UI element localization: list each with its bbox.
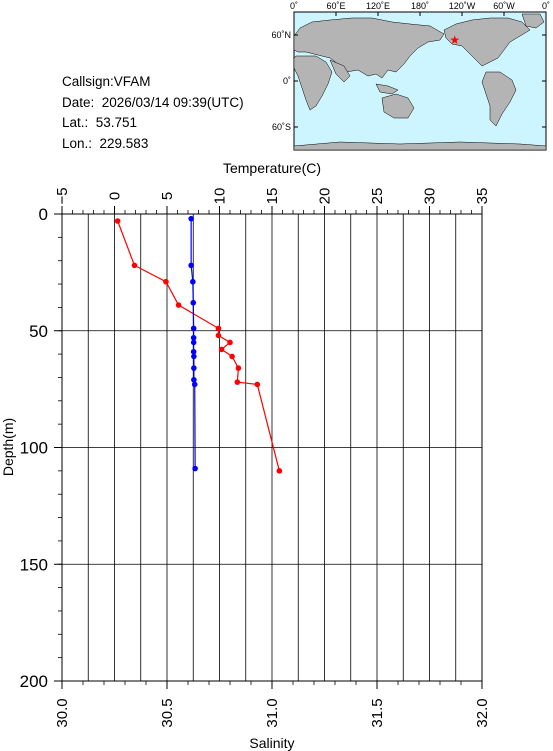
depth-axis-title: Depth(m) bbox=[0, 418, 16, 476]
temperature-data-point bbox=[254, 381, 261, 388]
salinity-data-point bbox=[190, 339, 197, 346]
temperature-tick-label: −5 bbox=[54, 187, 71, 204]
salinity-data-point bbox=[190, 334, 197, 341]
map-lon-tick-label: 60˚W bbox=[493, 1, 515, 11]
temperature-tick-label: 15 bbox=[264, 188, 281, 205]
map-lat-tick-label: 0˚ bbox=[283, 76, 291, 86]
temperature-axis-title: Temperature(C) bbox=[223, 160, 321, 176]
depth-tick-label: 150 bbox=[20, 555, 48, 574]
australia-landmass bbox=[381, 93, 415, 119]
salinity-tick-label: 30.0 bbox=[54, 698, 71, 727]
temperature-data-point bbox=[215, 332, 222, 339]
africa-landmass bbox=[293, 55, 333, 111]
chart-grid bbox=[61, 213, 483, 682]
salinity-axis-title: Salinity bbox=[249, 735, 294, 751]
map-lon-tick-label: 0˚ bbox=[542, 1, 550, 11]
salinity-data-point bbox=[188, 262, 194, 269]
temperature-tick-label: 10 bbox=[212, 188, 229, 205]
longitude-label: Lon.: 229.583 bbox=[62, 135, 149, 151]
map-lat-tick-label: 60˚N bbox=[271, 30, 291, 40]
map-axis-ticks: 0˚ 60˚E 120˚E 180˚ 120˚W 60˚W 0˚ 60˚N 0˚ 60˚S bbox=[271, 1, 550, 132]
temperature-data-point bbox=[276, 468, 283, 474]
salinity-tick-label: 31.5 bbox=[369, 698, 386, 727]
temperature-tick-label: 35 bbox=[474, 188, 491, 205]
temperature-profile-line bbox=[117, 220, 280, 471]
depth-tick-label: 50 bbox=[29, 322, 48, 341]
temperature-tick-label: 20 bbox=[317, 188, 334, 205]
salinity-data-point bbox=[188, 215, 194, 222]
temperature-data-point bbox=[131, 262, 138, 269]
salinity-data-point bbox=[190, 325, 197, 332]
temperature-tick-label: 0 bbox=[107, 192, 124, 200]
chart-axes: −5 0 5 10 15 20 25 30 35 30.0 30.5 31.0 31.5 32.0 0 50 1… bbox=[20, 187, 491, 727]
depth-tick-label: 200 bbox=[20, 672, 48, 691]
north-america-landmass bbox=[443, 17, 531, 67]
salinity-data-point bbox=[190, 278, 196, 285]
salinity-data-point bbox=[190, 348, 197, 355]
map-lon-tick-label: 180˚ bbox=[411, 1, 429, 11]
salinity-tick-label: 32.0 bbox=[474, 698, 491, 727]
map-lon-tick-label: 120˚W bbox=[449, 1, 476, 11]
temperature-data-point bbox=[175, 302, 182, 308]
temperature-data-point bbox=[114, 218, 121, 224]
temperature-data-point bbox=[229, 353, 235, 360]
salinity-tick-label: 31.0 bbox=[264, 698, 281, 727]
salinity-tick-label: 30.5 bbox=[159, 698, 176, 727]
date-label: Date: 2026/03/14 09:39(UTC) bbox=[62, 94, 244, 110]
salinity-data-point bbox=[191, 353, 197, 360]
south-asia-landmass bbox=[329, 59, 351, 83]
temperature-data-point bbox=[227, 339, 233, 346]
temperature-tick-label: 25 bbox=[369, 188, 386, 205]
chart-series bbox=[114, 215, 283, 474]
depth-tick-label: 0 bbox=[39, 205, 48, 224]
map-lon-tick-label: 0˚ bbox=[290, 1, 298, 11]
salinity-data-point bbox=[191, 365, 197, 371]
antarctica-landmass bbox=[293, 141, 547, 151]
south-america-landmass bbox=[481, 71, 517, 127]
callsign-label: Callsign:VFAM bbox=[62, 74, 151, 89]
station-star-icon: ★ bbox=[449, 33, 460, 47]
depth-tick-label: 100 bbox=[20, 439, 48, 458]
salinity-data-point bbox=[192, 465, 198, 472]
map-land bbox=[293, 13, 547, 151]
sea-islands bbox=[375, 83, 399, 95]
world-map: 0˚ 60˚E 120˚E 180˚ 120˚W 60˚W 0˚ 60˚N 0˚ 60˚S ★ bbox=[271, 1, 550, 151]
temperature-data-point bbox=[234, 379, 241, 385]
temperature-data-point bbox=[163, 278, 169, 285]
temperature-tick-label: 5 bbox=[159, 192, 176, 200]
temperature-data-point bbox=[235, 365, 242, 371]
station-info: Callsign:VFAM Date: 2026/03/14 09:39(UTC… bbox=[62, 72, 244, 154]
station-marker: ★ bbox=[449, 33, 460, 47]
salinity-data-point bbox=[191, 381, 198, 388]
map-lat-tick-label: 60˚S bbox=[272, 122, 291, 132]
map-lon-tick-label: 60˚E bbox=[326, 1, 345, 11]
latitude-label: Lat.: 53.751 bbox=[62, 115, 138, 130]
eurasia-landmass bbox=[293, 17, 445, 79]
temperature-tick-label: 30 bbox=[422, 188, 439, 205]
greenland-landmass bbox=[521, 13, 545, 29]
temperature-data-point bbox=[218, 346, 225, 353]
salinity-data-point bbox=[191, 376, 197, 383]
salinity-data-point bbox=[190, 299, 197, 306]
map-lon-tick-label: 120˚E bbox=[366, 1, 390, 11]
temperature-data-point bbox=[215, 325, 222, 332]
